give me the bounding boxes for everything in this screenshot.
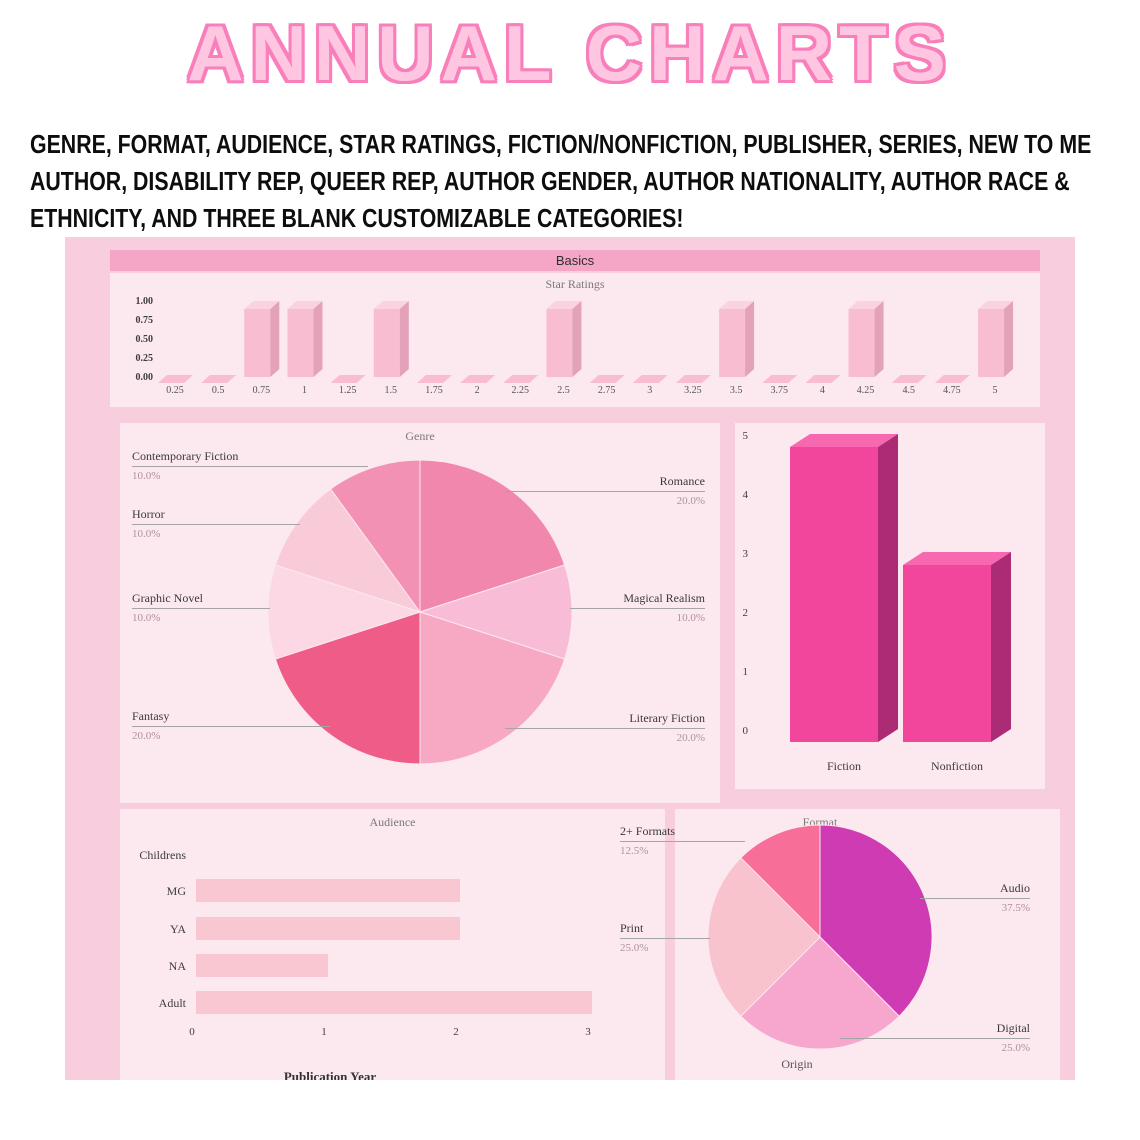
leader-line: [132, 726, 330, 727]
svg-text:1: 1: [321, 1026, 327, 1038]
basics-header-bar: Basics: [110, 250, 1040, 271]
genre-title: Genre: [405, 429, 435, 443]
pie-label-2plus-formats: 2+ Formats 12.5%: [620, 824, 745, 858]
genre-pie-chart: [267, 459, 573, 765]
svg-text:0.25: 0.25: [166, 385, 184, 396]
svg-text:Adult: Adult: [159, 996, 187, 1010]
svg-text:3: 3: [743, 548, 749, 560]
svg-text:4: 4: [743, 489, 749, 501]
svg-text:Fiction: Fiction: [827, 759, 861, 773]
description-text: GENRE, FORMAT, AUDIENCE, STAR RATINGS, F…: [30, 126, 1130, 237]
svg-text:3.25: 3.25: [684, 385, 702, 396]
svg-text:4.25: 4.25: [857, 385, 875, 396]
svg-text:3.75: 3.75: [770, 385, 788, 396]
svg-text:0.75: 0.75: [253, 385, 271, 396]
svg-text:2: 2: [743, 607, 749, 619]
svg-text:2: 2: [453, 1026, 459, 1038]
audience-title: Audience: [369, 815, 416, 829]
leader-line: [620, 938, 710, 939]
svg-text:1.00: 1.00: [136, 296, 154, 307]
pie-label-magical-realism: Magical Realism 10.0%: [570, 591, 705, 625]
svg-text:2.5: 2.5: [557, 385, 570, 396]
leader-line: [920, 898, 1030, 899]
star-ratings-title: Star Ratings: [545, 277, 605, 291]
audience-chart-card: [120, 809, 665, 1080]
pie-label-romance: Romance 20.0%: [505, 474, 705, 508]
leader-line: [132, 466, 368, 467]
pie-label-graphic-novel: Graphic Novel 10.0%: [132, 591, 270, 625]
page-title: ANNUAL CHARTS: [187, 9, 953, 97]
spreadsheet-panel: Basics Star Ratings Genre Audience Forma…: [65, 237, 1075, 1080]
svg-text:NA: NA: [169, 959, 187, 973]
description-line-2: AUTHOR, DISABILITY REP, QUEER REP, AUTHO…: [30, 166, 1070, 196]
svg-text:Childrens: Childrens: [139, 848, 186, 862]
description-line-3: ETHNICITY, AND THREE BLANK CUSTOMIZABLE …: [30, 203, 684, 233]
format-pie-chart: [707, 824, 933, 1050]
publication-year-label: Publication Year: [283, 1069, 377, 1080]
svg-text:0.5: 0.5: [212, 385, 225, 396]
svg-text:4.75: 4.75: [943, 385, 961, 396]
leader-line: [620, 841, 745, 842]
pie-label-literary-fiction: Literary Fiction 20.0%: [505, 711, 705, 745]
svg-text:2.75: 2.75: [598, 385, 616, 396]
svg-text:3: 3: [585, 1026, 591, 1038]
audience-bar-chart: Childrens MG YA NA Adult 0 1 2 3: [139, 848, 592, 1038]
svg-text:0.50: 0.50: [136, 334, 154, 345]
svg-text:5: 5: [743, 430, 749, 442]
svg-text:1.75: 1.75: [425, 385, 443, 396]
basics-header-label: Basics: [555, 253, 595, 268]
svg-text:0: 0: [743, 725, 749, 737]
svg-text:1: 1: [743, 666, 749, 678]
pie-label-audio: Audio 37.5%: [920, 881, 1030, 915]
leader-line: [840, 1038, 1030, 1039]
leader-line: [132, 608, 270, 609]
svg-text:1: 1: [302, 385, 307, 396]
svg-text:0: 0: [189, 1026, 195, 1038]
pie-label-digital: Digital 25.0%: [840, 1021, 1030, 1055]
svg-text:2: 2: [475, 385, 480, 396]
svg-text:3: 3: [647, 385, 652, 396]
pie-label-contemporary-fiction: Contemporary Fiction 10.0%: [132, 449, 368, 483]
svg-text:MG: MG: [167, 884, 187, 898]
origin-label: Origin: [781, 1057, 813, 1071]
leader-line: [132, 524, 300, 525]
fiction-nonfiction-bar-chart: 5 4 3 2 1 0 Fiction Nonfiction: [743, 430, 1011, 773]
svg-text:YA: YA: [170, 922, 186, 936]
leader-line: [505, 728, 705, 729]
svg-text:3.5: 3.5: [730, 385, 743, 396]
svg-text:0.75: 0.75: [136, 315, 154, 326]
pie-label-fantasy: Fantasy 20.0%: [132, 709, 330, 743]
svg-text:0.25: 0.25: [136, 353, 154, 364]
leader-line: [570, 608, 705, 609]
leader-line: [505, 491, 705, 492]
svg-text:2.25: 2.25: [512, 385, 530, 396]
svg-text:4: 4: [820, 385, 825, 396]
svg-text:Nonfiction: Nonfiction: [931, 759, 983, 773]
svg-text:1.25: 1.25: [339, 385, 357, 396]
pie-label-print: Print 25.0%: [620, 921, 710, 955]
pie-label-horror: Horror 10.0%: [132, 507, 300, 541]
svg-text:4.5: 4.5: [902, 385, 915, 396]
svg-text:1.5: 1.5: [385, 385, 398, 396]
star-ratings-bar-chart: 1.00 0.75 0.50 0.25 0.00 0.25 0.5 0.75 1 1.25 1.5 1…: [136, 296, 1014, 396]
description-line-1: GENRE, FORMAT, AUDIENCE, STAR RATINGS, F…: [30, 129, 1092, 159]
svg-text:5: 5: [993, 385, 998, 396]
svg-text:0.00: 0.00: [136, 372, 154, 383]
